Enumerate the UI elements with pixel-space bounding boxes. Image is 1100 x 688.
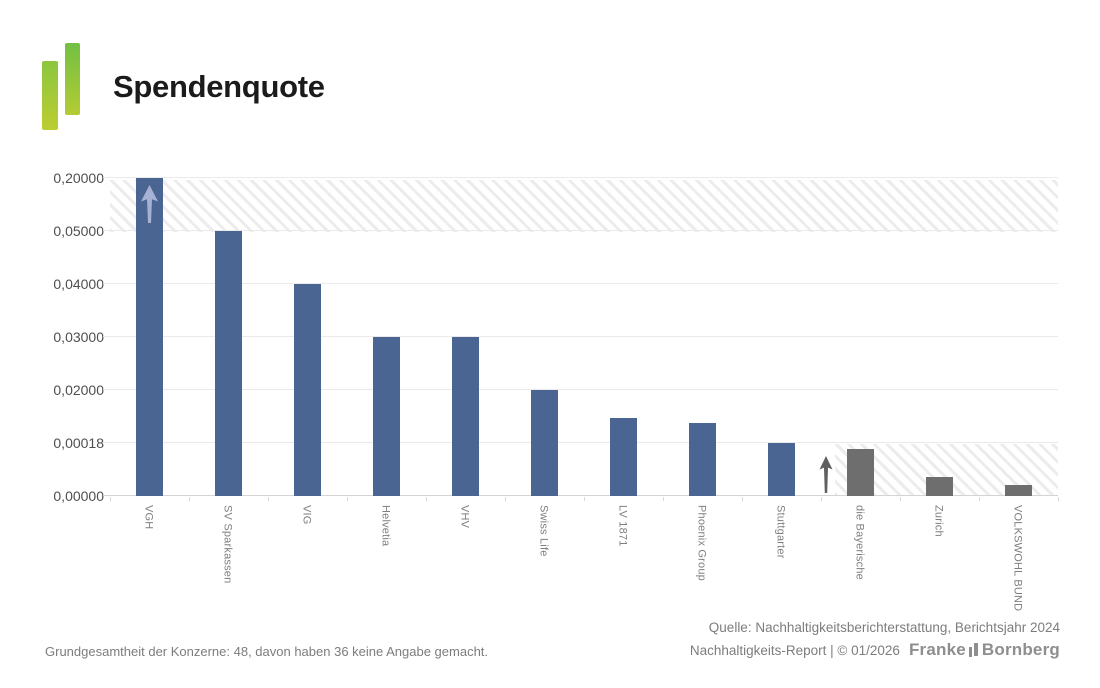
x-category-label: VGH bbox=[142, 505, 155, 530]
gridline bbox=[103, 230, 1058, 231]
brand-bars-icon bbox=[968, 642, 979, 658]
source-block: Quelle: Nachhaltigkeitsberichterstattung… bbox=[690, 620, 1060, 660]
x-axis-tick bbox=[189, 497, 190, 501]
y-tick-label: 0,20000 bbox=[53, 170, 104, 186]
gridline bbox=[103, 283, 1058, 284]
bar bbox=[1005, 484, 1032, 496]
y-tick-label: 0,05000 bbox=[53, 223, 104, 239]
x-axis-tick bbox=[900, 497, 901, 501]
x-category-label: VIG bbox=[300, 505, 313, 525]
y-tick-label: 0,02000 bbox=[53, 382, 104, 398]
report-label: Nachhaltigkeits-Report | © 01/2026 bbox=[689, 643, 900, 658]
up-arrow-icon bbox=[819, 456, 833, 493]
bar bbox=[847, 448, 874, 496]
up-arrow-icon bbox=[141, 185, 158, 223]
x-axis-tick bbox=[426, 497, 427, 501]
bar bbox=[452, 337, 479, 496]
x-category-label: Zurich bbox=[932, 505, 945, 537]
x-category-label: LV 1871 bbox=[616, 505, 629, 547]
report-line: Nachhaltigkeits-Report | © 01/2026 Frank… bbox=[690, 640, 1060, 660]
page-title: Spendenquote bbox=[113, 69, 325, 104]
x-category-label: Helvetia bbox=[379, 505, 392, 547]
x-category-label: VOLKSWOHL BUND bbox=[1011, 505, 1024, 612]
y-tick-label: 0,00000 bbox=[53, 488, 104, 504]
source-line: Quelle: Nachhaltigkeitsberichterstattung… bbox=[708, 620, 1060, 635]
x-category-label: die Bayerische bbox=[853, 505, 866, 580]
x-axis-tick bbox=[505, 497, 506, 501]
brand-logo-bar-icon bbox=[65, 43, 80, 115]
population-note: Grundgesamtheit der Konzerne: 48, davon … bbox=[45, 644, 489, 659]
bar bbox=[610, 418, 637, 496]
gridline bbox=[103, 177, 1058, 178]
y-tick-label: 0,03000 bbox=[53, 329, 104, 345]
x-category-label: Stuttgarter bbox=[774, 505, 787, 559]
x-axis-tick bbox=[584, 497, 585, 501]
x-axis-tick bbox=[821, 497, 822, 501]
gridline bbox=[103, 336, 1058, 337]
x-category-label: Phoenix Group bbox=[695, 505, 708, 581]
x-category-label: VHV bbox=[458, 505, 471, 529]
bar bbox=[926, 476, 953, 496]
bar bbox=[215, 231, 242, 496]
y-tick-label: 0,04000 bbox=[53, 276, 104, 292]
x-axis-tick bbox=[347, 497, 348, 501]
x-axis-tick bbox=[1058, 497, 1059, 501]
franke-bornberg-wordmark: Franke Bornberg bbox=[909, 640, 1060, 660]
x-axis-tick bbox=[268, 497, 269, 501]
plot-area bbox=[103, 177, 1058, 497]
bar bbox=[373, 337, 400, 496]
x-category-label: Swiss Life bbox=[537, 505, 550, 557]
brand-logo-bar-icon bbox=[42, 61, 58, 130]
bar bbox=[136, 178, 163, 496]
brand-name-left: Franke bbox=[908, 640, 966, 659]
gridline bbox=[103, 442, 1058, 443]
x-axis-tick bbox=[979, 497, 980, 501]
bar bbox=[768, 443, 795, 496]
x-category-label: SV Sparkassen bbox=[221, 505, 234, 584]
brand-name-right: Bornberg bbox=[981, 640, 1060, 659]
x-axis-tick bbox=[110, 497, 111, 501]
bar bbox=[294, 284, 321, 496]
gridline bbox=[103, 389, 1058, 390]
x-axis-tick bbox=[742, 497, 743, 501]
gridline bbox=[103, 495, 1058, 496]
bar bbox=[689, 422, 716, 496]
axis-break-hatch-top bbox=[110, 180, 1058, 232]
bar bbox=[531, 390, 558, 496]
x-axis-tick bbox=[663, 497, 664, 501]
y-tick-label: 0,00018 bbox=[53, 435, 104, 451]
